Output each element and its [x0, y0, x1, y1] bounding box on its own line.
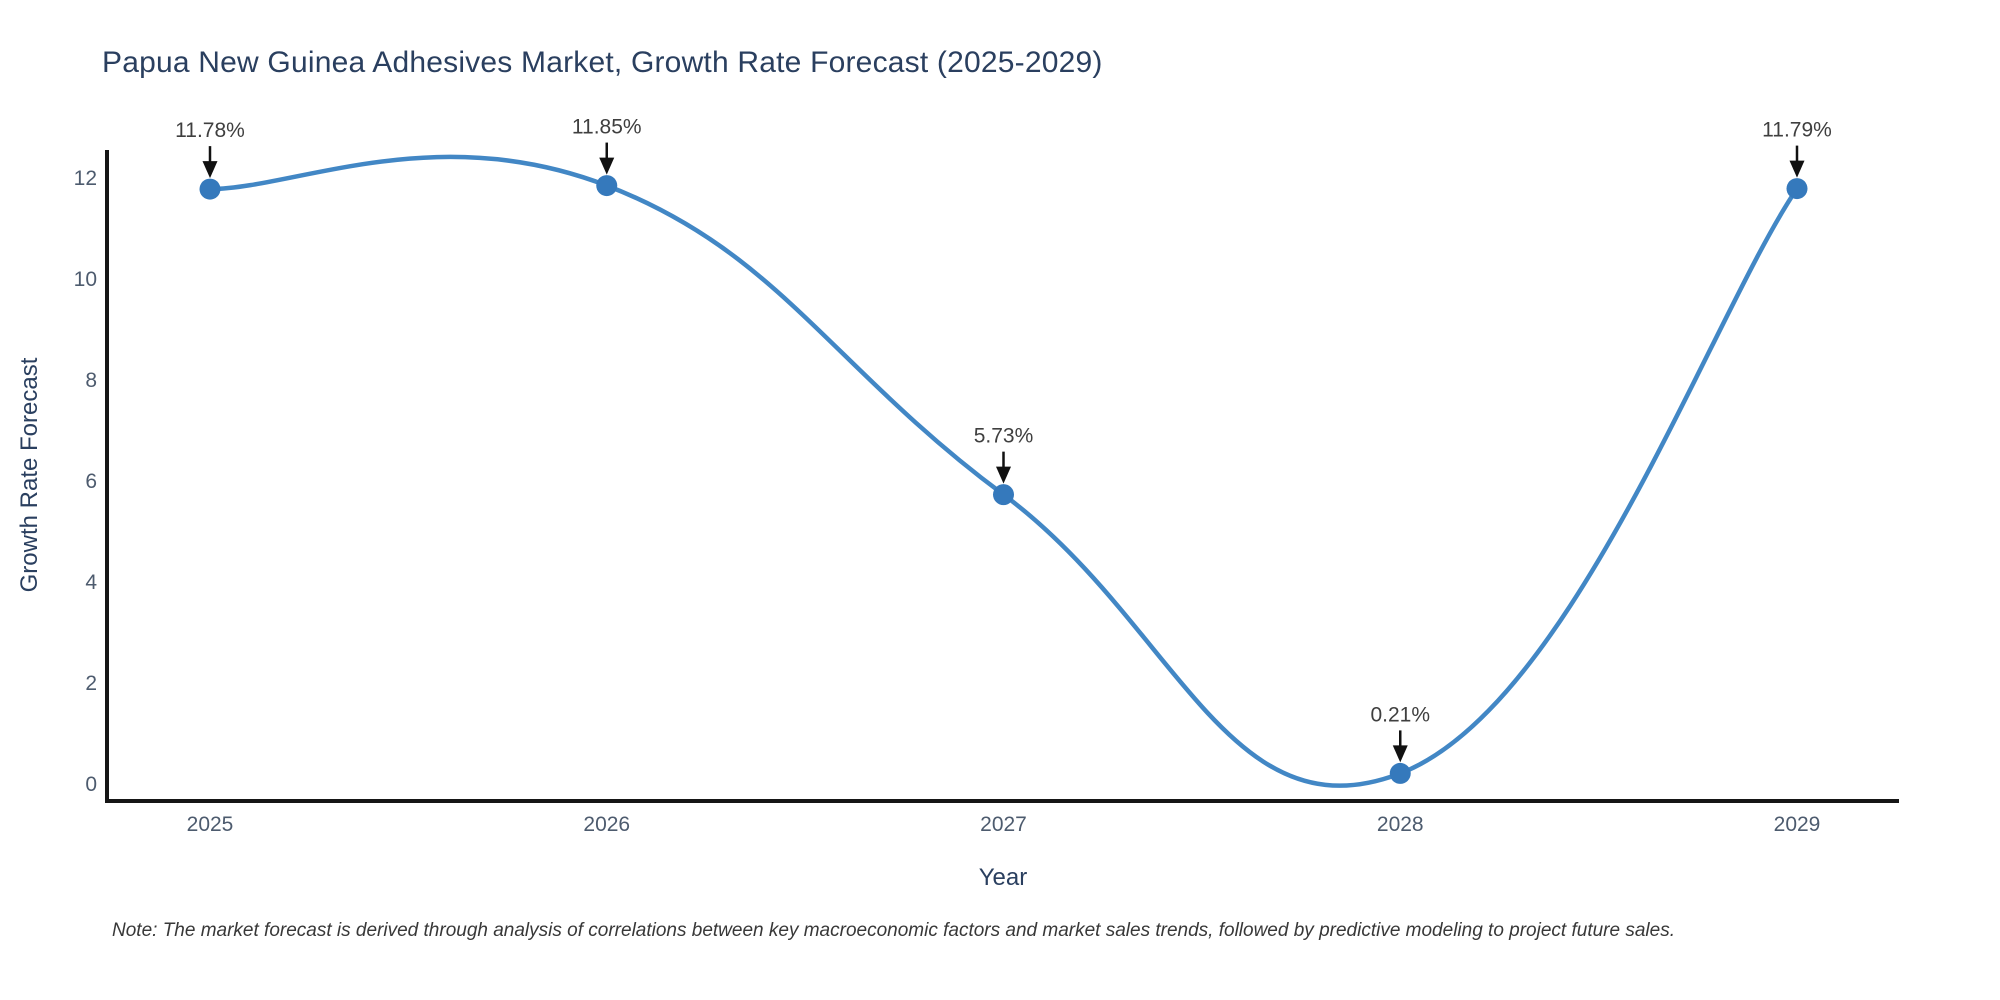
- y-tick-labels: 0 2 4 6 8 10 12: [74, 167, 98, 796]
- annotation-arrowhead: [1392, 745, 1408, 763]
- y-tick-label: 0: [85, 773, 97, 796]
- data-point-marker: [199, 178, 221, 200]
- point-value-label: 0.21%: [1370, 703, 1430, 726]
- x-tick-label: 2028: [1377, 813, 1424, 836]
- point-value-label: 11.85%: [572, 116, 642, 139]
- point-annotations: 11.78% 11.85% 5.73% 0.21% 11.79%: [175, 116, 1832, 763]
- data-point-marker: [1786, 178, 1808, 200]
- forecast-spline-line: [207, 154, 1800, 788]
- data-point-marker: [1389, 762, 1411, 784]
- x-tick-label: 2026: [583, 813, 630, 836]
- point-value-label: 11.78%: [175, 119, 245, 142]
- point-value-label: 5.73%: [974, 425, 1034, 448]
- y-axis-title: Growth Rate Forecast: [16, 357, 43, 593]
- y-tick-label: 10: [74, 268, 97, 291]
- y-tick-label: 8: [85, 369, 97, 392]
- data-point-marker: [596, 175, 618, 197]
- data-point-marker: [993, 484, 1014, 506]
- footnote: Note: The market forecast is derived thr…: [112, 920, 1675, 941]
- annotation-arrowhead: [202, 161, 218, 179]
- x-tick-label: 2029: [1774, 813, 1821, 836]
- point-value-label: 11.79%: [1762, 119, 1832, 142]
- annotation-arrowhead: [1789, 160, 1805, 178]
- annotation-arrowhead: [996, 466, 1011, 484]
- y-tick-label: 6: [85, 470, 97, 493]
- y-tick-label: 4: [85, 571, 97, 594]
- chart-title: Papua New Guinea Adhesives Market, Growt…: [102, 46, 1103, 79]
- annotation-arrowhead: [599, 157, 615, 175]
- data-point-markers: [199, 175, 1808, 784]
- x-tick-label: 2027: [980, 813, 1027, 836]
- x-tick-labels: 2025 2026 2027 2028 2029: [187, 813, 1821, 836]
- y-tick-label: 2: [85, 672, 97, 695]
- x-tick-label: 2025: [187, 813, 234, 836]
- y-tick-label: 12: [74, 167, 97, 190]
- x-axis-title: Year: [978, 864, 1028, 891]
